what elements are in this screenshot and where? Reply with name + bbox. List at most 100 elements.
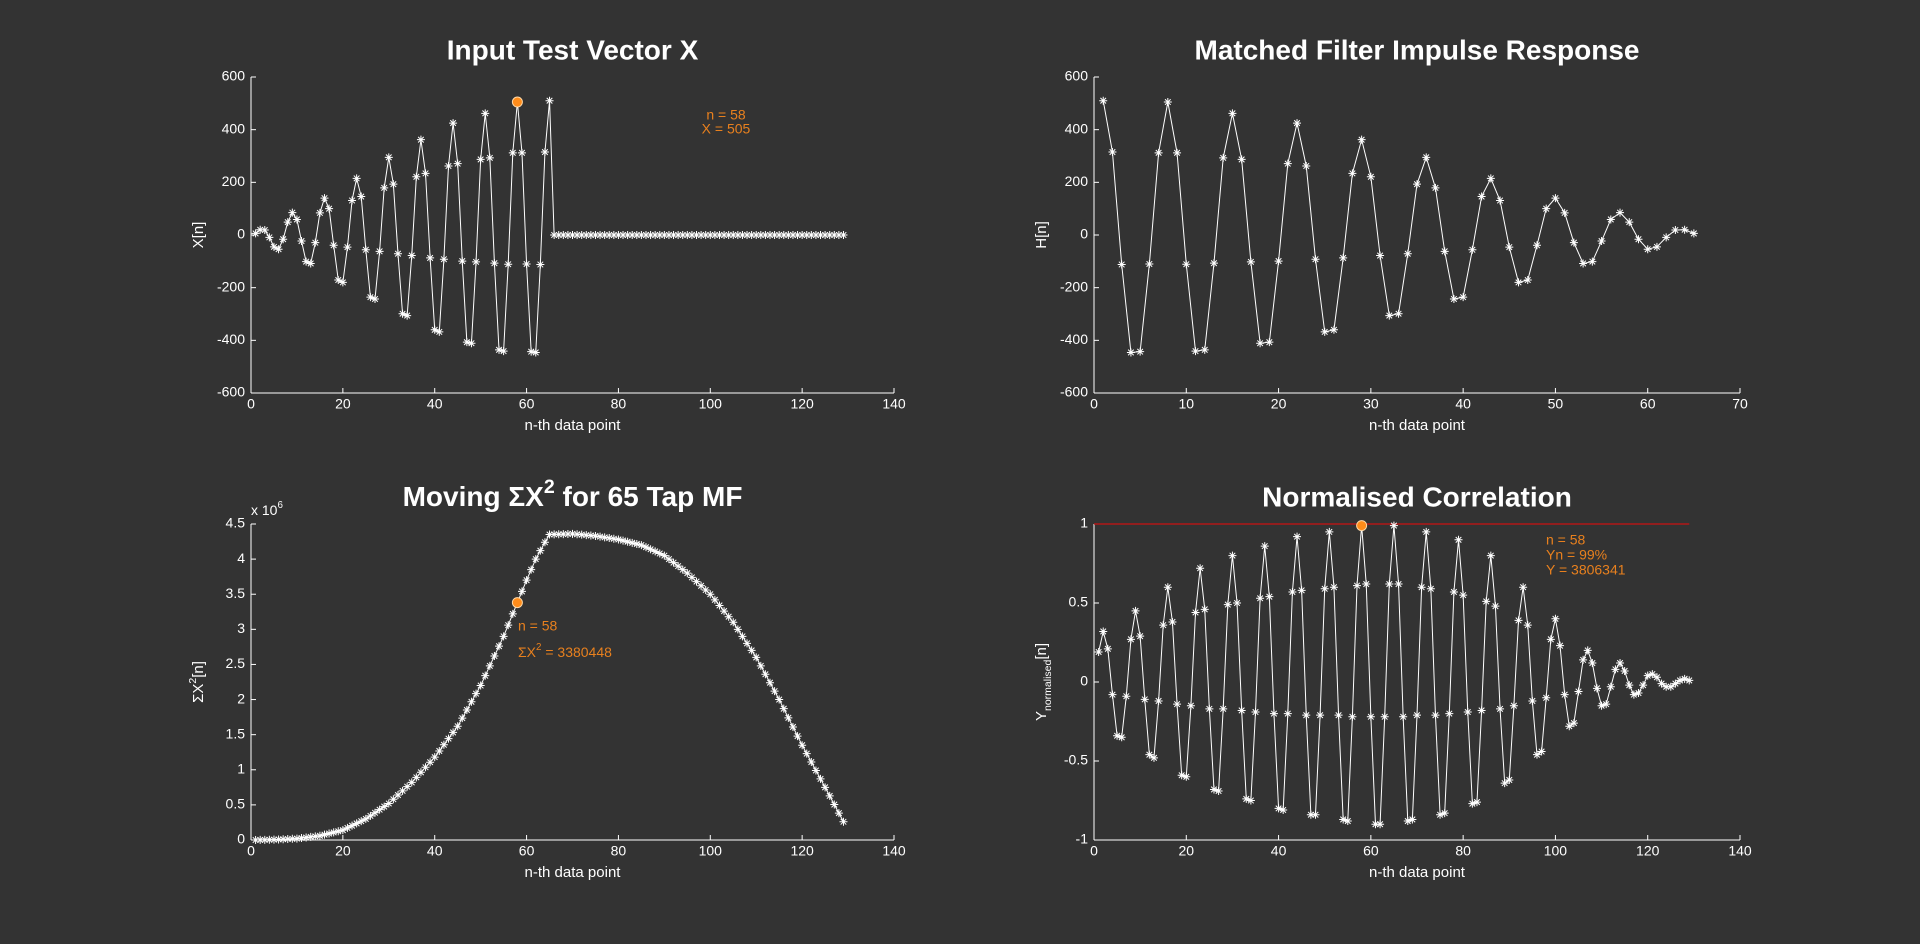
data-point — [1145, 259, 1154, 268]
data-point — [1274, 804, 1283, 813]
data-point — [1532, 241, 1541, 250]
data-point — [1325, 527, 1334, 536]
data-point — [292, 834, 301, 843]
data-point — [1426, 584, 1435, 593]
data-point — [1256, 594, 1265, 603]
data-point — [1246, 796, 1255, 805]
data-point — [1671, 679, 1680, 688]
data-point — [559, 530, 568, 539]
data-point — [1440, 247, 1449, 256]
data-point — [596, 532, 605, 541]
data-point — [1523, 621, 1532, 630]
data-point — [311, 832, 320, 841]
y-multiplier-part: 6 — [277, 500, 283, 511]
y-multiplier-part: x 10 — [251, 502, 278, 518]
y-tick-label: 0 — [237, 831, 245, 847]
data-point — [517, 148, 526, 157]
data-point — [306, 832, 315, 841]
data-point — [1468, 799, 1477, 808]
x-tick-label: 100 — [1544, 843, 1568, 859]
data-point — [641, 231, 650, 239]
data-point — [825, 791, 834, 800]
annotation: ΣX2 = 3380448 — [518, 642, 612, 660]
data-point — [522, 259, 531, 268]
y-tick-label: -200 — [217, 278, 245, 294]
data-point — [761, 231, 770, 239]
data-point — [444, 162, 453, 171]
data-point — [1657, 679, 1666, 688]
data-point — [403, 782, 412, 791]
data-point — [733, 231, 742, 239]
data-point — [1219, 153, 1228, 162]
data-point — [1099, 627, 1108, 636]
data-point — [830, 231, 839, 239]
data-point — [825, 231, 834, 239]
data-point — [1643, 245, 1652, 254]
data-point — [1671, 225, 1680, 234]
data-point — [407, 778, 416, 787]
y-tick-label: 2 — [237, 690, 245, 706]
data-point — [1519, 583, 1528, 592]
data-point — [283, 218, 292, 227]
data-point — [674, 562, 683, 571]
data-point — [1126, 635, 1135, 644]
data-point — [490, 652, 499, 661]
data-point — [1436, 810, 1445, 819]
data-point — [715, 231, 724, 239]
data-point — [655, 549, 664, 558]
data-point — [421, 169, 430, 178]
data-point — [577, 231, 586, 239]
data-point — [743, 639, 752, 648]
data-point — [646, 545, 655, 554]
y-tick-label: -1 — [1076, 831, 1089, 847]
data-point — [710, 595, 719, 604]
data-point — [1422, 153, 1431, 162]
data-point — [1542, 204, 1551, 213]
data-point — [329, 241, 338, 250]
data-point — [1588, 659, 1597, 668]
data-point — [765, 231, 774, 239]
data-point — [1237, 155, 1246, 164]
data-point — [338, 826, 347, 835]
data-point — [329, 828, 338, 837]
data-point — [1233, 599, 1242, 607]
data-point — [1606, 215, 1615, 224]
data-point — [361, 814, 370, 823]
data-point — [839, 231, 848, 239]
y-tick-label: 0.5 — [226, 796, 246, 812]
data-point — [807, 758, 816, 767]
data-point — [1173, 148, 1182, 157]
data-point — [1205, 704, 1214, 713]
data-point — [784, 231, 793, 239]
data-point — [1274, 257, 1283, 266]
data-point — [623, 537, 632, 546]
data-point — [1666, 682, 1675, 691]
data-point — [476, 155, 485, 164]
data-point — [770, 687, 779, 696]
data-point — [1394, 309, 1403, 318]
data-point — [664, 555, 673, 564]
data-point — [1574, 687, 1583, 696]
data-point — [1588, 257, 1597, 266]
data-point — [412, 172, 421, 181]
data-point — [540, 148, 549, 157]
data-point — [297, 237, 306, 246]
data-point — [1482, 597, 1491, 606]
data-point — [1676, 676, 1685, 685]
data-point — [389, 795, 398, 804]
data-point — [444, 734, 453, 743]
data-point — [1329, 583, 1338, 592]
data-point — [361, 245, 370, 254]
data-point — [348, 821, 357, 830]
data-point — [1463, 708, 1472, 717]
x-tick-label: 120 — [790, 843, 814, 859]
x-tick-label: 60 — [519, 396, 535, 412]
data-point — [573, 231, 582, 239]
chart-title-part: 2 — [544, 476, 555, 498]
data-point — [632, 539, 641, 548]
data-point — [1131, 606, 1140, 615]
x-axis-label: n-th data point — [1369, 864, 1466, 881]
data-point — [439, 740, 448, 749]
data-point — [1403, 249, 1412, 258]
